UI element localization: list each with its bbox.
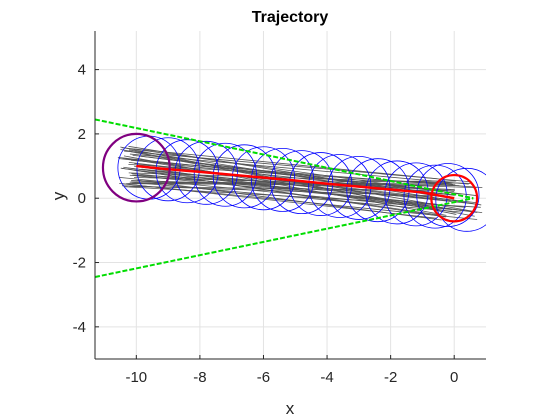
- sample-circle: [251, 147, 315, 212]
- y-tick-label: -2: [73, 255, 86, 272]
- rollout-line: [124, 150, 472, 183]
- x-tick-label: -8: [193, 369, 206, 386]
- sample-circle: [155, 139, 219, 204]
- sample-circle: [435, 167, 486, 232]
- axis-ticks: -10 -8 -6 -4 -2 0 -4 -2 0 2 4: [73, 62, 459, 386]
- y-tick-label: 4: [78, 62, 86, 79]
- rollout-line: [117, 157, 443, 192]
- rollout-line: [129, 153, 469, 185]
- trajectory-line: [136, 164, 455, 200]
- sample-circle: [193, 142, 257, 207]
- sample-circle: [212, 144, 276, 209]
- x-tick-label: -6: [257, 369, 270, 386]
- x-axis-label: x: [286, 399, 295, 418]
- goal-circle: [430, 173, 479, 223]
- sample-circle: [136, 137, 200, 202]
- rollout-line: [130, 151, 475, 217]
- sample-circle: [416, 163, 480, 227]
- x-tick-label: -2: [384, 369, 397, 386]
- x-tick-label: -10: [125, 369, 147, 386]
- y-tick-label: -4: [73, 319, 86, 336]
- rollout-line: [134, 148, 459, 195]
- x-tick-label: 0: [450, 369, 458, 386]
- cone_lower-line: [95, 197, 474, 278]
- sample-circle: [174, 140, 238, 205]
- rollout-line: [130, 181, 456, 186]
- chart-title: Trajectory: [252, 9, 329, 26]
- y-tick-label: 0: [78, 190, 86, 207]
- rollout-line: [121, 147, 438, 180]
- sample-circle: [308, 154, 372, 218]
- data-layer: [95, 118, 486, 278]
- sample-circle: [270, 150, 334, 215]
- y-tick-label: 2: [78, 126, 86, 143]
- rollout-line: [119, 183, 478, 220]
- cone_upper-line: [95, 118, 474, 200]
- sample-circle: [289, 152, 353, 216]
- rollout-line: [128, 167, 476, 205]
- start-circle: [101, 132, 171, 203]
- rollout-line: [131, 160, 483, 189]
- rollout-line: [133, 169, 440, 216]
- x-tick-label: -4: [320, 369, 333, 386]
- sample-circle: [384, 162, 448, 227]
- sample-circle: [231, 146, 296, 211]
- rollout-line: [129, 174, 438, 200]
- y-axis-label: y: [49, 191, 68, 200]
- rollout-line: [123, 155, 447, 216]
- rollout-line: [121, 185, 450, 197]
- sample-circle: [327, 156, 391, 220]
